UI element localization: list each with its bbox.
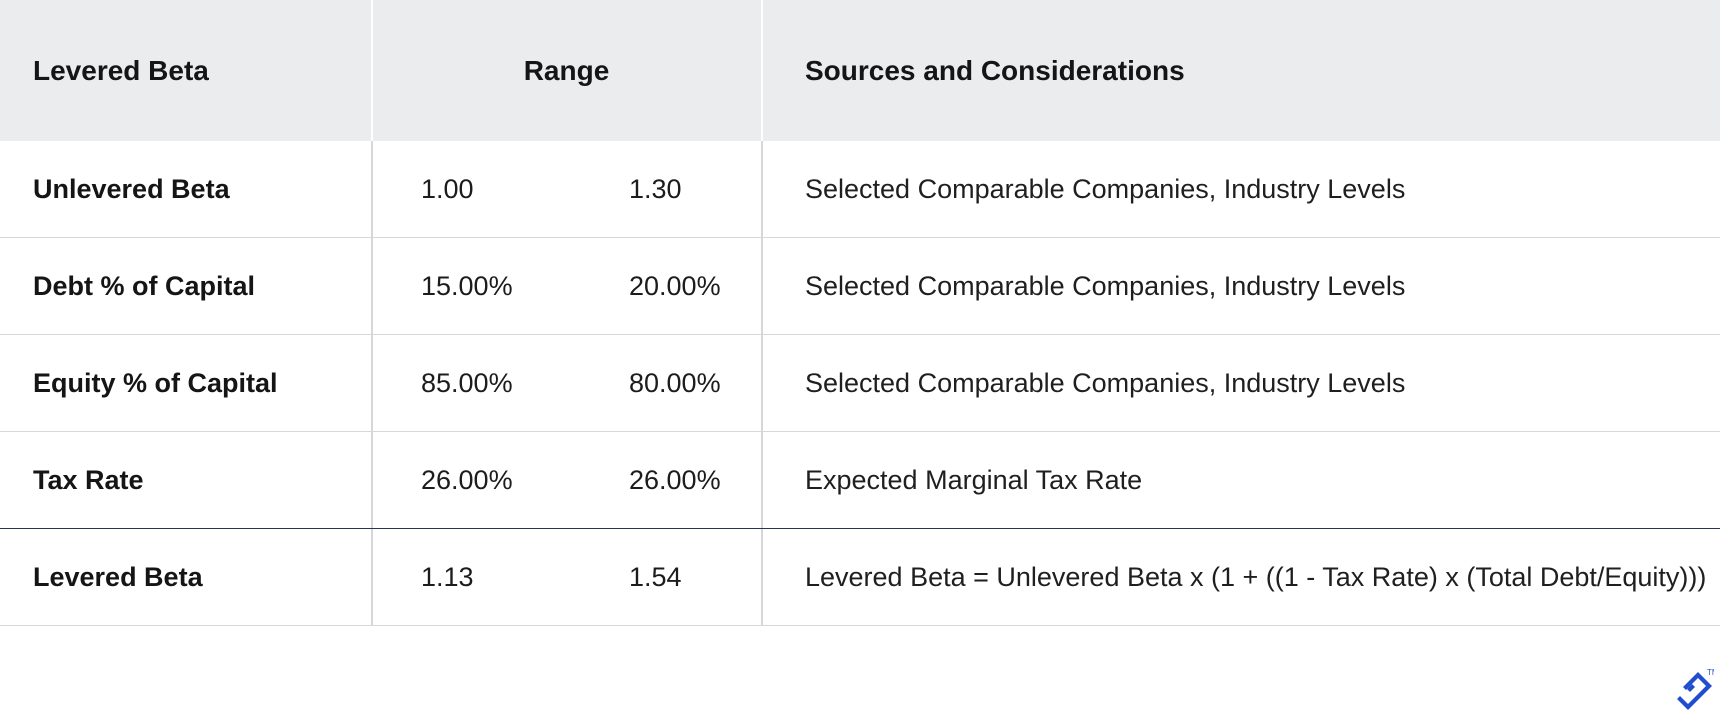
header-divider xyxy=(371,0,373,141)
range-high: 80.00% xyxy=(629,367,721,398)
column-divider xyxy=(761,238,763,334)
table-row-total: Levered Beta 1.13 1.54 Levered Beta = Un… xyxy=(0,528,1720,626)
table-row: Unlevered Beta 1.00 1.30 Selected Compar… xyxy=(0,141,1720,237)
header-sources: Sources and Considerations xyxy=(805,54,1185,86)
range-high: 20.00% xyxy=(629,270,721,301)
column-divider xyxy=(761,529,763,625)
range-low: 15.00% xyxy=(421,270,513,301)
header-range: Range xyxy=(523,54,610,86)
range-low: 26.00% xyxy=(421,464,513,495)
column-divider xyxy=(761,141,763,237)
column-divider xyxy=(371,529,373,625)
row-label: Unlevered Beta xyxy=(33,173,230,204)
range-low: 1.13 xyxy=(421,561,474,592)
range-high: 1.30 xyxy=(629,173,682,204)
column-divider xyxy=(371,335,373,431)
range-low: 85.00% xyxy=(421,367,513,398)
row-label: Debt % of Capital xyxy=(33,270,256,301)
range-high: 1.54 xyxy=(629,561,682,592)
row-source: Levered Beta = Unlevered Beta x (1 + ((1… xyxy=(805,561,1707,592)
row-source: Selected Comparable Companies, Industry … xyxy=(805,173,1406,204)
brand-logo-icon: TM xyxy=(1677,668,1714,710)
range-high: 26.00% xyxy=(629,464,721,495)
column-divider xyxy=(761,335,763,431)
table-row: Tax Rate 26.00% 26.00% Expected Marginal… xyxy=(0,431,1720,528)
row-label: Equity % of Capital xyxy=(33,367,278,398)
range-low: 1.00 xyxy=(421,173,474,204)
table-header: Levered Beta Range Sources and Considera… xyxy=(0,0,1720,141)
row-source: Selected Comparable Companies, Industry … xyxy=(805,270,1406,301)
header-divider xyxy=(761,0,763,141)
column-divider xyxy=(371,141,373,237)
row-label: Levered Beta xyxy=(33,561,203,592)
levered-beta-table: Levered Beta Range Sources and Considera… xyxy=(0,0,1720,626)
column-divider xyxy=(371,432,373,528)
row-label: Tax Rate xyxy=(33,464,144,495)
trademark-label: TM xyxy=(1707,668,1714,677)
table-row: Debt % of Capital 15.00% 20.00% Selected… xyxy=(0,237,1720,334)
column-divider xyxy=(371,238,373,334)
row-source: Selected Comparable Companies, Industry … xyxy=(805,367,1406,398)
table-row: Equity % of Capital 85.00% 80.00% Select… xyxy=(0,334,1720,431)
header-levered-beta: Levered Beta xyxy=(33,54,209,86)
row-source: Expected Marginal Tax Rate xyxy=(805,464,1143,495)
column-divider xyxy=(761,432,763,528)
